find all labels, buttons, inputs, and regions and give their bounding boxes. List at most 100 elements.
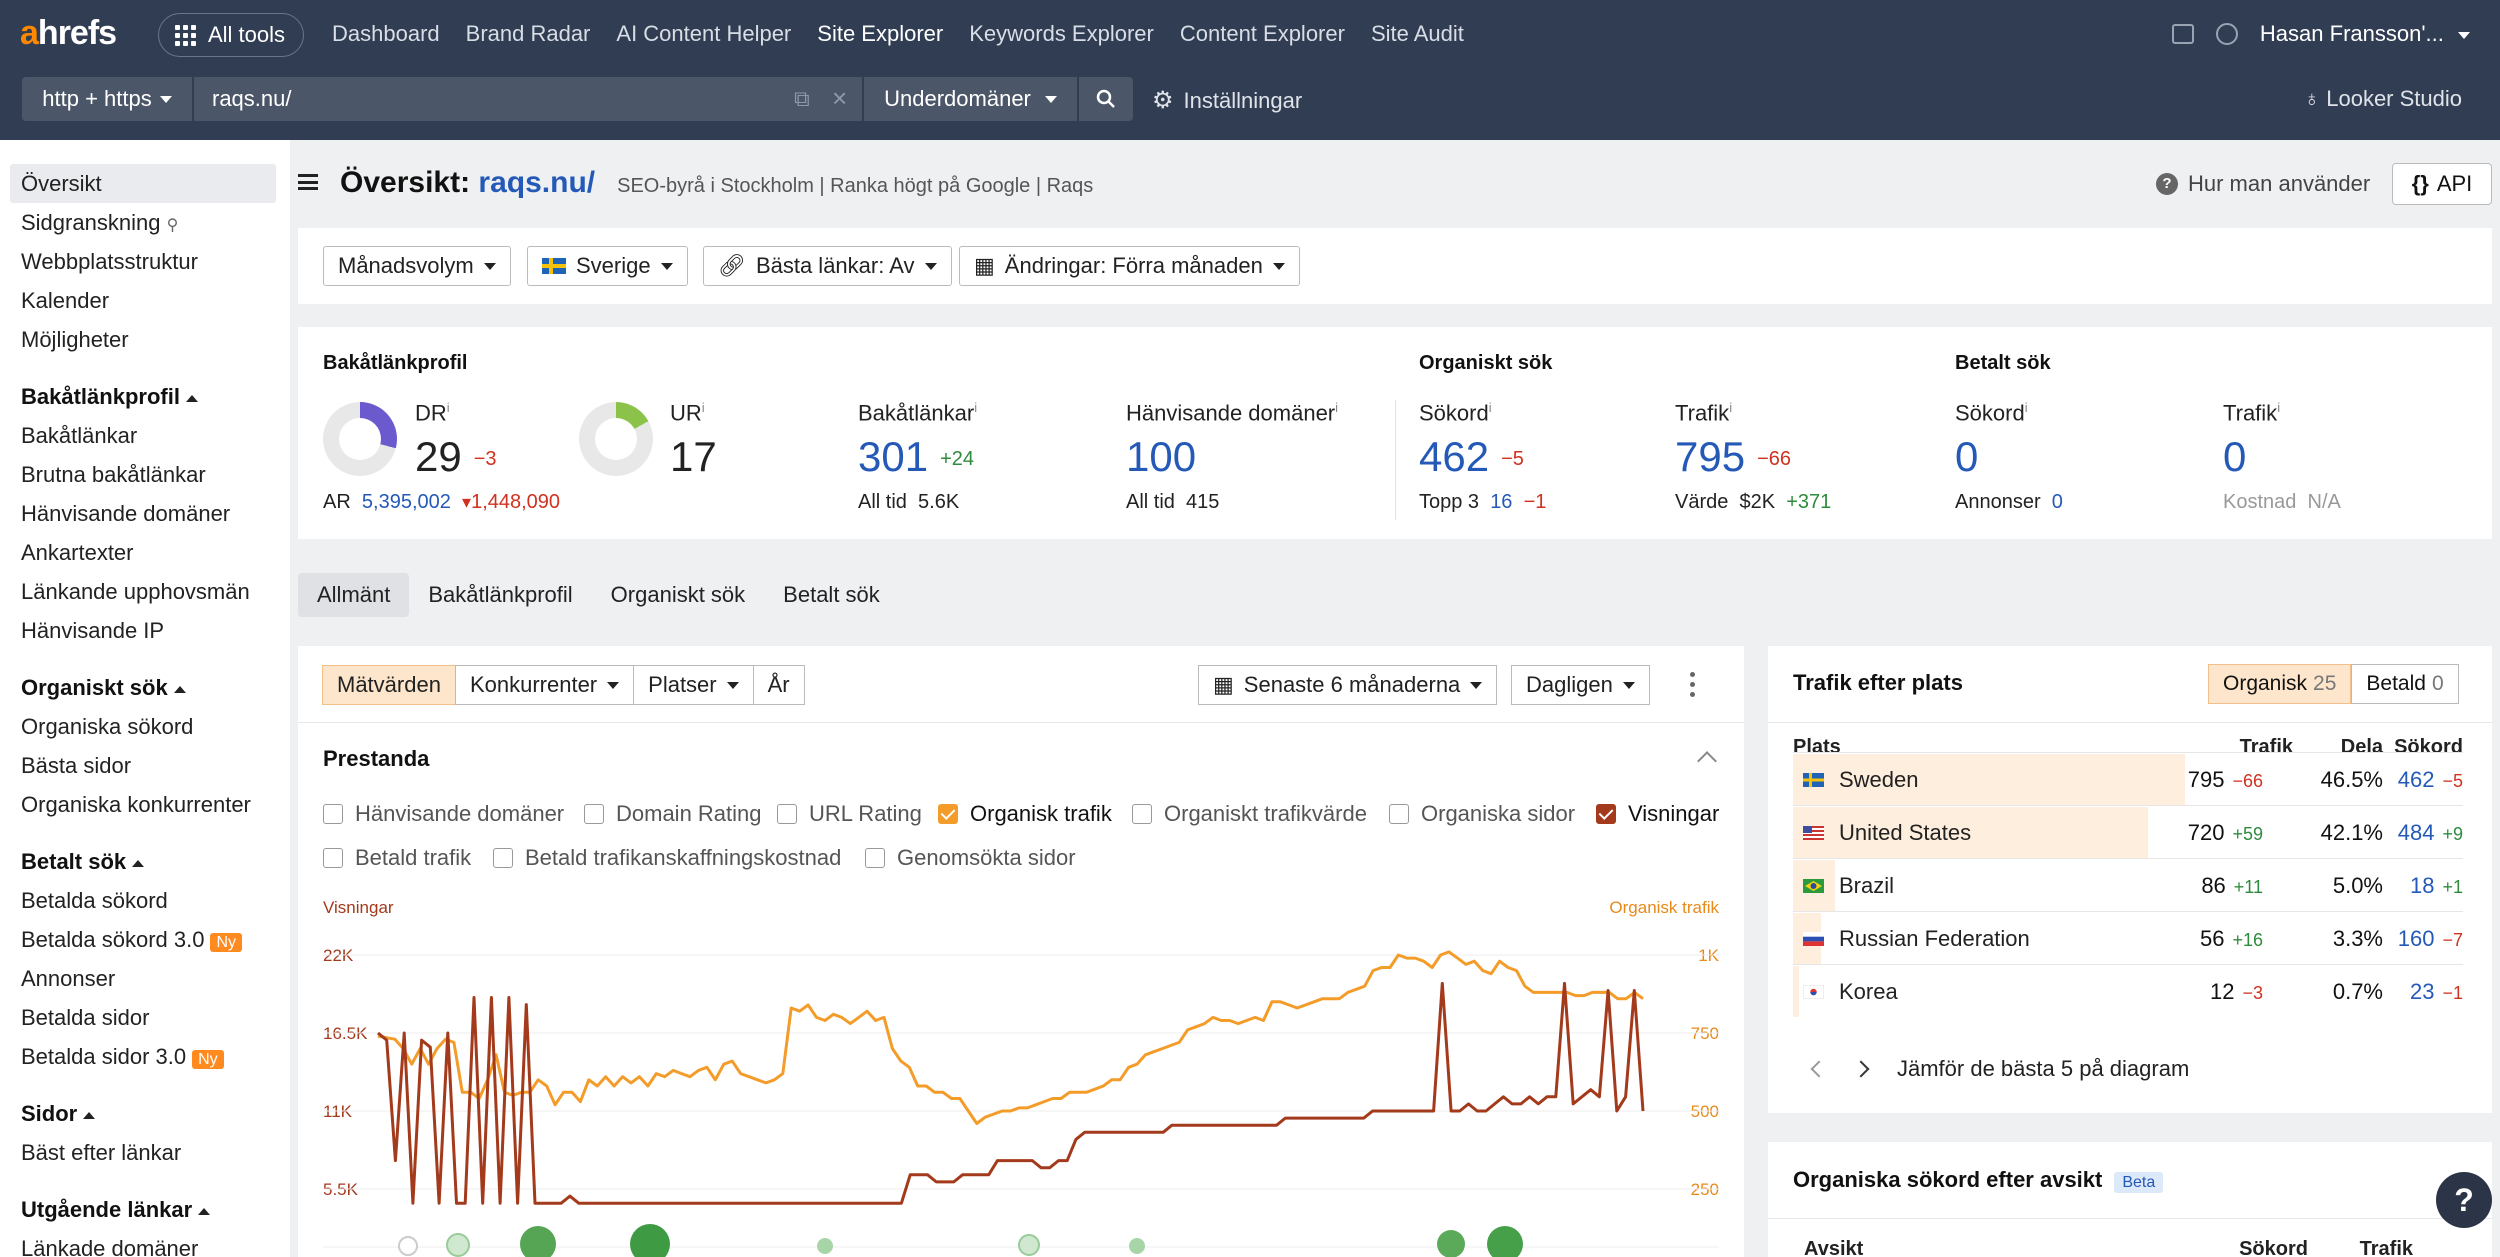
range-select[interactable]: ▦ Senaste 6 månaderna [1198,665,1498,705]
sidebar-item[interactable]: Ankartexter [21,540,134,565]
paid-traffic-value[interactable]: 0 [2223,433,2247,480]
organic-traffic-line[interactable] [377,950,1644,1125]
how-to-link[interactable]: ? Hur man använder [2156,171,2370,197]
sidebar-item[interactable]: Hänvisande IP [21,618,165,643]
checkbox-url-rating[interactable]: URL Rating [777,801,922,827]
sidebar-item[interactable]: Brutna bakåtlänkar [21,462,206,487]
search-button[interactable] [1079,77,1133,121]
impressions-line[interactable] [377,981,1645,1205]
country-name[interactable]: United States [1839,820,1972,845]
ur-label[interactable]: URi [670,400,705,426]
interval-select[interactable]: Dagligen [1511,665,1650,705]
api-button[interactable]: {} API [2392,163,2492,205]
menu-dashboard[interactable]: Dashboard [332,21,440,46]
checkbox-organic-traffic[interactable]: Organisk trafik [938,801,1112,827]
sidebar-item-mojligheter[interactable]: Möjligheter [21,327,129,352]
tab-paid-search[interactable]: Betalt sök [783,582,880,607]
sidebar-item[interactable]: Bäst efter länkar [21,1140,182,1165]
keywords-cell[interactable]: 160 −7 [2397,926,2463,951]
col-header-traffic[interactable]: Trafik [2359,1238,2413,1257]
metrics-button[interactable]: Mätvärden [322,665,456,705]
sidebar-item[interactable]: Organiska sökord [21,714,194,739]
volume-select[interactable]: Månadsvolym [323,246,511,286]
keywords-cell[interactable]: 23 −1 [2409,979,2463,1004]
menu-site-audit[interactable]: Site Audit [1370,21,1464,46]
sidebar-item[interactable]: Betalda sökord 3.0 Ny [0,920,290,959]
all-tools-button[interactable]: All tools [158,13,305,57]
organic-toggle[interactable]: Organisk 25 [2208,664,2352,704]
looker-studio-button[interactable]: ♁ Looker Studio [2303,86,2462,111]
menu-brand-radar[interactable]: Brand Radar [465,21,591,46]
inbox-icon[interactable] [2171,24,2194,44]
sidebar-item[interactable]: Annonser [21,966,116,991]
sidebar-item-kalender[interactable]: Kalender [21,288,110,313]
competitors-select[interactable]: Konkurrenter [454,665,635,705]
sidebar-item-sidgranskning[interactable]: Sidgranskning ⚲ [21,210,179,235]
sidebar-item[interactable]: Betalda sidor 3.0 Ny [0,1037,290,1076]
tab-organic-search[interactable]: Organiskt sök [610,582,746,607]
sidebar-section-paid[interactable]: Betalt sök [0,842,290,881]
org-traffic-label[interactable]: Trafiki [1675,400,1733,426]
year-button[interactable]: År [752,665,805,705]
backlinks-label[interactable]: Bakåtlänkari [858,400,978,426]
checkbox-ref-domains[interactable]: Hänvisande domäner [323,801,564,827]
menu-site-explorer[interactable]: Site Explorer [817,21,944,46]
checkbox-impressions[interactable]: Visningar [1596,801,1719,827]
country-name[interactable]: Russian Federation [1839,926,2030,951]
keywords-cell[interactable]: 484 +9 [2397,820,2463,845]
paid-keywords-label[interactable]: Sökordi [1955,400,2028,426]
paid-toggle[interactable]: Betald 0 [2351,664,2459,704]
table-row[interactable]: United States 720 +59 42.1% 484 +9 [1793,805,2463,858]
page-title-domain[interactable]: raqs.nu/ [478,166,596,199]
paid-traffic-label[interactable]: Trafiki [2223,400,2281,426]
col-header-keywords[interactable]: Sökord [2239,1238,2308,1257]
menu-keywords-explorer[interactable]: Keywords Explorer [969,21,1154,46]
credits-gauge-icon[interactable] [2215,23,2238,45]
chart-events[interactable] [398,1224,1523,1257]
protocol-select[interactable]: http + https [22,77,192,121]
settings-button[interactable]: ⚙ Inställningar [1152,87,1303,114]
sidebar-item-webbplatsstruktur[interactable]: Webbplatsstruktur [21,249,198,274]
sidebar-item-oversikt[interactable]: Översikt [10,164,276,203]
sidebar-item[interactable]: Organiska konkurrenter [21,792,251,817]
sidebar-item[interactable]: Länkade domäner [21,1236,199,1257]
sidebar-section-backlinks[interactable]: Bakåtlänkprofil [0,377,290,416]
clear-icon[interactable]: × [832,83,848,113]
country-name[interactable]: Sweden [1839,767,1919,792]
sidebar-item[interactable]: Betalda sökord [21,888,168,913]
checkbox-crawled-pages[interactable]: Genomsökta sidor [865,845,1076,871]
sidebar-section-organic[interactable]: Organiskt sök [0,668,290,707]
menu-icon[interactable] [298,174,318,190]
sidebar-section-pages[interactable]: Sidor [0,1094,290,1133]
backlinks-value[interactable]: 301 +24 [858,433,975,480]
user-menu[interactable]: Hasan Fransson'... [2260,21,2470,47]
org-keywords-value[interactable]: 462 −5 [1419,433,1524,480]
keywords-cell[interactable]: 18 +1 [2409,873,2463,898]
checkbox-organic-pages[interactable]: Organiska sidor [1389,801,1575,827]
sidebar-item[interactable]: Bakåtlänkar [21,423,138,448]
mode-select[interactable]: Underdomäner [864,77,1077,121]
sidebar-item[interactable]: Betalda sidor [21,1005,150,1030]
ref-domains-label[interactable]: Hänvisande domäneri [1126,400,1339,426]
best-links-select[interactable]: 🔗︎ Bästa länkar: Av [703,246,952,286]
table-row[interactable]: Brazil 86 +11 5.0% 18 +1 [1793,858,2463,911]
performance-chart[interactable] [298,646,1744,1257]
org-keywords-label[interactable]: Sökordi [1419,400,1492,426]
sidebar-item[interactable]: Bästa sidor [21,753,132,778]
menu-ai-content-helper[interactable]: AI Content Helper [616,21,792,46]
chevron-left-icon[interactable] [1810,1060,1828,1078]
chevron-right-icon[interactable] [1852,1060,1870,1078]
org-traffic-value[interactable]: 795 −66 [1675,433,1792,480]
checkbox-paid-traffic[interactable]: Betald trafik [323,845,471,871]
more-options-icon[interactable] [1690,672,1696,702]
sidebar-item[interactable]: Hänvisande domäner [21,501,231,526]
url-input[interactable]: raqs.nu/ ⧉ × [194,77,862,121]
table-row[interactable]: Korea 12 −3 0.7% 23 −1 [1793,964,2463,1017]
country-name[interactable]: Brazil [1839,873,1895,898]
open-external-icon[interactable]: ⧉ [794,86,810,111]
table-row[interactable]: Sweden 795 −66 46.5% 462 −5 [1793,752,2463,805]
country-select[interactable]: Sverige [527,246,688,286]
checkbox-paid-cost[interactable]: Betald trafikanskaffningskostnad [493,845,841,871]
col-header-intent[interactable]: Avsikt [1804,1238,1864,1257]
dr-label[interactable]: DRi [415,400,450,426]
